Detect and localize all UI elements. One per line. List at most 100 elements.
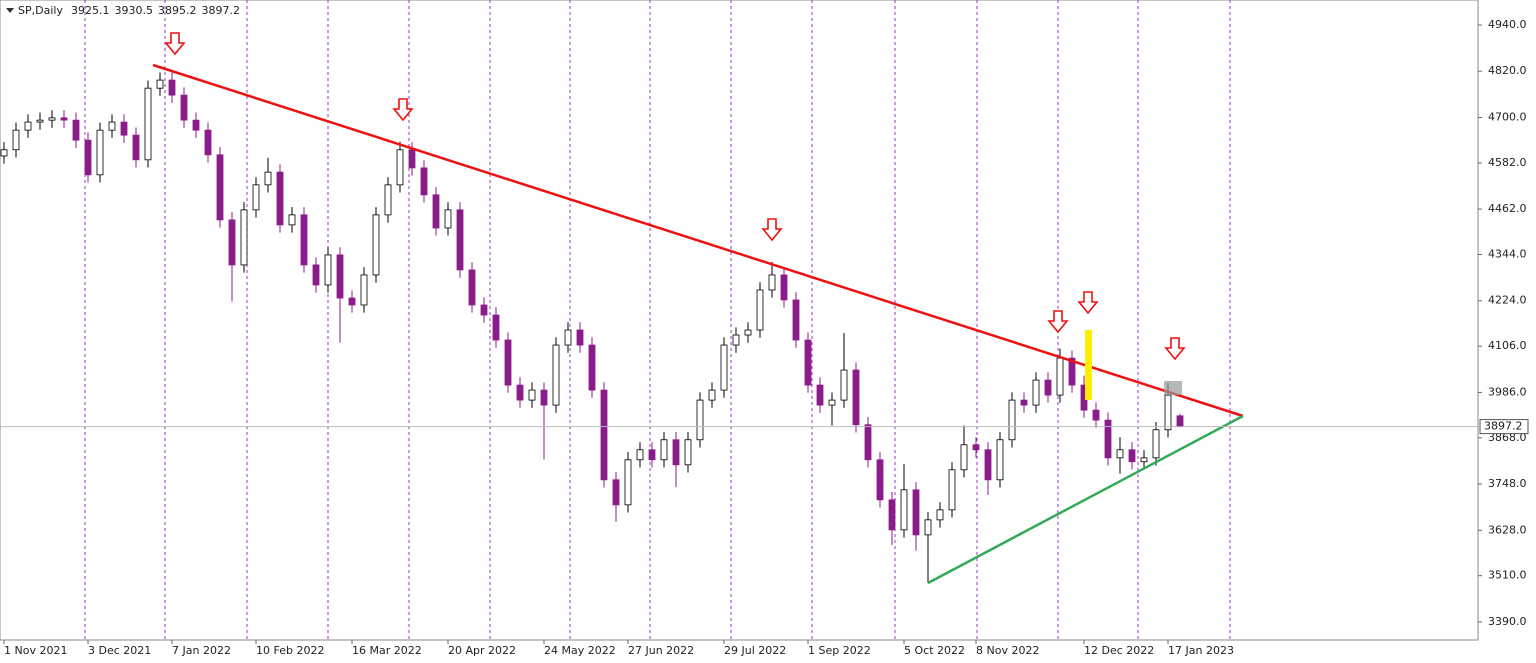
y-tick-label: 4106.0 xyxy=(1488,339,1527,352)
y-tick-label: 3390.0 xyxy=(1488,615,1527,628)
candles xyxy=(0,72,1184,584)
chart-header: SP,Daily 3925.1 3930.5 3895.2 3897.2 xyxy=(18,4,240,17)
y-tick-label: 3748.0 xyxy=(1488,477,1527,490)
candle-body xyxy=(612,479,620,506)
candle-body xyxy=(732,334,740,346)
candle-body xyxy=(384,184,392,216)
candle-body xyxy=(792,299,800,341)
candle-body xyxy=(1164,394,1172,431)
candle-body xyxy=(1056,357,1064,396)
candle-body xyxy=(96,129,104,176)
candle-body xyxy=(240,209,248,266)
y-tick-label: 4820.0 xyxy=(1488,64,1527,77)
candle-body xyxy=(204,129,212,156)
header-close: 3897.2 xyxy=(201,4,240,17)
candle-body xyxy=(1068,357,1076,386)
header-open: 3925.1 xyxy=(71,4,110,17)
candle-body xyxy=(372,214,380,276)
candle-body xyxy=(444,209,452,229)
y-tick-label: 4940.0 xyxy=(1488,18,1527,31)
candle-body xyxy=(1044,379,1052,396)
candle-body xyxy=(228,219,236,266)
candle-body xyxy=(1104,419,1112,459)
highlight-bar xyxy=(1085,330,1092,400)
candle-body xyxy=(528,389,536,401)
candle-body xyxy=(60,117,68,121)
candle-body xyxy=(180,94,188,121)
header-high: 3930.5 xyxy=(114,4,153,17)
y-tick-label: 4224.0 xyxy=(1488,294,1527,307)
x-tick-label: 1 Sep 2022 xyxy=(808,644,871,657)
candle-body xyxy=(48,117,56,121)
candle-body xyxy=(816,384,824,406)
candle-body xyxy=(192,119,200,131)
candle-body xyxy=(840,369,848,401)
candle-body xyxy=(1116,449,1124,459)
candle-body xyxy=(636,449,644,461)
candle-body xyxy=(336,254,344,299)
x-tick-label: 1 Nov 2021 xyxy=(4,644,67,657)
candle-body xyxy=(720,344,728,391)
plot-area xyxy=(0,0,1479,641)
highlight-box xyxy=(1164,381,1182,395)
candle-body xyxy=(972,444,980,451)
candle-body xyxy=(432,194,440,229)
candle-body xyxy=(456,209,464,271)
candle-body xyxy=(564,329,572,346)
candle-body xyxy=(1092,409,1100,421)
candle-body xyxy=(960,444,968,471)
candle-body xyxy=(888,499,896,531)
candle-body xyxy=(684,439,692,466)
candle-body xyxy=(288,214,296,226)
x-tick-label: 27 Jun 2022 xyxy=(628,644,694,657)
candle-body xyxy=(648,449,656,461)
candle-body xyxy=(72,119,80,141)
candle-body xyxy=(624,459,632,506)
candle-body xyxy=(216,154,224,221)
y-tick-label: 4700.0 xyxy=(1488,110,1527,123)
y-tick-label: 3628.0 xyxy=(1488,523,1527,536)
candle-body xyxy=(252,184,260,211)
candle-body xyxy=(1008,399,1016,441)
candle-body xyxy=(900,489,908,531)
candle-body xyxy=(132,134,140,161)
candle-body xyxy=(360,274,368,306)
x-tick-label: 3 Dec 2021 xyxy=(88,644,151,657)
candle-body xyxy=(552,344,560,406)
candle-body xyxy=(588,344,596,391)
candle-body xyxy=(300,214,308,266)
chart-title: SP,Daily xyxy=(18,4,63,17)
candle-body xyxy=(108,121,116,131)
candle-body xyxy=(600,389,608,481)
candle-body xyxy=(480,304,488,316)
x-tick-label: 24 May 2022 xyxy=(544,644,616,657)
support-trendline xyxy=(927,414,1244,585)
x-tick-label: 5 Oct 2022 xyxy=(904,644,965,657)
candle-body xyxy=(852,369,860,426)
arrows xyxy=(164,32,1186,361)
y-tick-label: 3986.0 xyxy=(1488,385,1527,398)
header-low: 3895.2 xyxy=(158,4,197,17)
candle-body xyxy=(396,149,404,186)
candle-body xyxy=(156,79,164,89)
candle-body xyxy=(120,121,128,136)
candle-body xyxy=(36,119,44,123)
candle-body xyxy=(696,399,704,441)
candle-body xyxy=(492,314,500,341)
candle-body xyxy=(84,139,92,176)
x-tick-label: 20 Apr 2022 xyxy=(448,644,516,657)
candle-body xyxy=(924,519,932,536)
price-tag: 3897.2 xyxy=(1484,420,1523,433)
candle-body xyxy=(276,171,284,226)
candle-body xyxy=(1140,457,1148,463)
candle-body xyxy=(1128,449,1136,463)
candle-body xyxy=(744,329,752,336)
candle-body xyxy=(168,79,176,96)
candle-body xyxy=(0,149,8,157)
candle-body xyxy=(144,87,152,161)
candle-body xyxy=(780,274,788,301)
y-tick-label: 3510.0 xyxy=(1488,569,1527,582)
candle-body xyxy=(264,171,272,186)
x-tick-label: 10 Feb 2022 xyxy=(256,644,324,657)
